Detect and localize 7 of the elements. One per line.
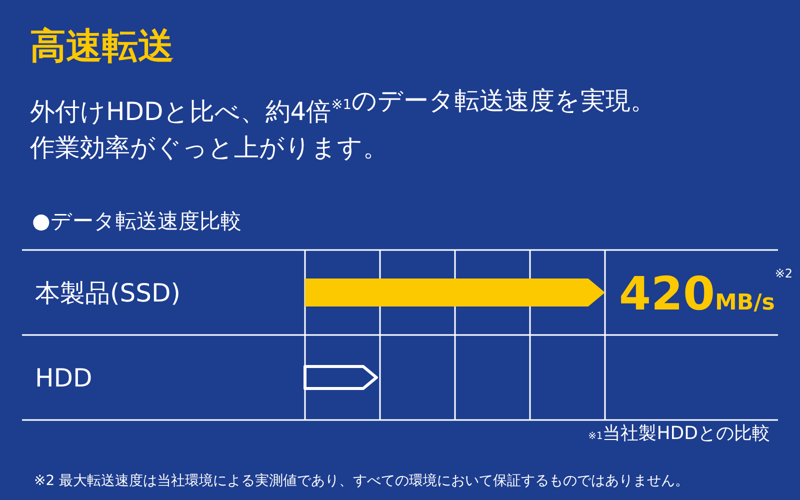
text: 作業効率がぐっと上がります。	[29, 133, 388, 162]
y-tick-label: HDD	[35, 364, 92, 392]
text: ※2 最大転送速度は当社環境による実測値であり、すべての環境において保証するものではありません。	[34, 473, 690, 489]
chart-title: 高速転送	[30, 26, 174, 67]
chart-subtitle: 外付けHDDと比べ、約4倍$^{※1}$のデータ転送速度を実現。	[30, 86, 656, 126]
text: ●データ転送速度比較	[32, 209, 242, 233]
y-tick-label: 本製品(SSD)	[35, 278, 180, 308]
